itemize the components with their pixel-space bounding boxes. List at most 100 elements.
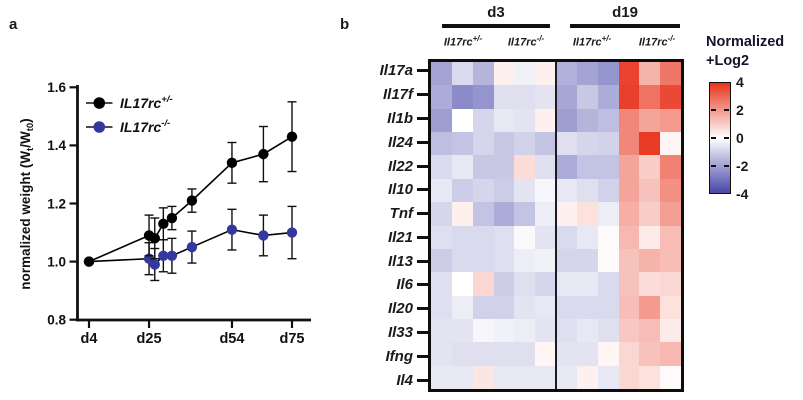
- heatmap-cell: [493, 178, 515, 203]
- heatmap-row-label: Il33: [387, 323, 413, 341]
- heatmap-cell: [597, 178, 619, 203]
- heatmap-row-labels: Il17a Il17f Il1b Il24 Il22 Il10 Tnf Il21 Il13 Il6…: [300, 59, 428, 392]
- heatmap-cell: [493, 108, 515, 133]
- heatmap-cell: [514, 155, 536, 179]
- heatmap-row: Il21: [300, 225, 428, 249]
- heatmap-cell: [472, 248, 494, 273]
- heatmap-cell: [535, 132, 556, 156]
- heatmap-cell: [660, 272, 681, 296]
- row-tick: [417, 69, 428, 73]
- heatmap-cell: [514, 295, 536, 319]
- heatmap-cell: [597, 132, 619, 156]
- heatmap-row: Il24: [300, 130, 428, 154]
- heatmap-row: Il17f: [300, 83, 428, 107]
- heatmap-cell: [576, 272, 598, 296]
- heatmap-cell: [493, 318, 515, 343]
- heatmap-cell: [618, 342, 640, 366]
- heatmap-row-label: Il13: [387, 252, 413, 270]
- heatmap-cell: [514, 85, 536, 109]
- heatmap-cell: [451, 272, 473, 296]
- heatmap-cell: [660, 178, 681, 203]
- heatmap-cell: [639, 295, 661, 319]
- heatmap-cell: [576, 225, 598, 249]
- heatmap-cell: [514, 248, 536, 273]
- y-tick-label: 1.6: [47, 80, 66, 95]
- colorbar-tick: [710, 165, 716, 167]
- heatmap-cell: [535, 155, 556, 179]
- heatmap-row: Il6: [300, 273, 428, 297]
- heatmap-row-label: Il24: [387, 133, 413, 151]
- heatmap-cell: [576, 318, 598, 343]
- heatmap-cell: [472, 62, 494, 86]
- heatmap-cell: [431, 342, 452, 366]
- row-tick: [417, 330, 428, 334]
- heatmap-cell: [576, 342, 598, 366]
- heatmap-cell: [556, 295, 577, 319]
- row-tick: [417, 354, 428, 358]
- heatmap-cell: [660, 342, 681, 366]
- heatmap-cell: [514, 318, 536, 343]
- colorbar-tick-label: 2: [736, 102, 744, 118]
- heatmap-cell: [472, 342, 494, 366]
- heatmap-cell: [493, 272, 515, 296]
- heatmap-cell: [576, 202, 598, 226]
- heatmap-cell: [514, 132, 536, 156]
- heatmap-cell: [556, 85, 577, 109]
- heatmap-row-label: Tnf: [389, 205, 413, 223]
- heatmap-cell: [576, 62, 598, 86]
- heatmap-cell: [431, 248, 452, 273]
- heatmap-cell: [576, 85, 598, 109]
- heatmap-cell: [618, 365, 640, 389]
- heatmap-cell: [660, 248, 681, 273]
- heatmap-cell: [431, 85, 452, 109]
- colorbar-tick: [710, 137, 716, 139]
- heatmap-cell: [472, 365, 494, 389]
- heatmap-cell: [639, 225, 661, 249]
- heatmap-cell: [618, 178, 640, 203]
- heatmap-cell: [451, 248, 473, 273]
- heatmap-cell: [472, 202, 494, 226]
- heatmap-cell: [431, 202, 452, 226]
- heatmap-cell: [493, 62, 515, 86]
- heatmap-cell: [493, 365, 515, 389]
- heatmap-cell: [597, 62, 619, 86]
- heatmap-cell: [431, 295, 452, 319]
- colorbar-tick-label: -2: [736, 158, 749, 174]
- colorbar-tick-label: 0: [736, 130, 744, 146]
- y-tick-label: 1.2: [47, 196, 66, 211]
- heatmap-cell: [535, 85, 556, 109]
- panel-b-label: b: [340, 16, 350, 33]
- heatmap-cell: [597, 342, 619, 366]
- heatmap-row-label: Ifng: [385, 347, 414, 365]
- heatmap-cell: [660, 132, 681, 156]
- heatmap-cell: [514, 272, 536, 296]
- data-point: [149, 233, 160, 244]
- heatmap-cell: [576, 108, 598, 133]
- data-point: [166, 250, 178, 261]
- heatmap-cell: [451, 108, 473, 133]
- heatmap-cell: [431, 108, 452, 133]
- heatmap-cell: [639, 202, 661, 226]
- heatmap-cell: [597, 295, 619, 319]
- heatmap-cell: [535, 178, 556, 203]
- heatmap-cell: [431, 225, 452, 249]
- data-point: [226, 157, 238, 169]
- data-point: [286, 131, 298, 142]
- row-tick: [417, 93, 428, 97]
- heatmap-row-label: Il22: [387, 157, 413, 175]
- heatmap-cell: [472, 295, 494, 319]
- heatmap-cell: [556, 248, 577, 273]
- heatmap-cell: [493, 85, 515, 109]
- heatmap-cell: [472, 225, 494, 249]
- heatmap-row: Il13: [300, 249, 428, 273]
- heatmap-cell: [514, 62, 536, 86]
- data-point: [166, 212, 178, 224]
- heatmap-row-label: Il4: [396, 371, 413, 389]
- heatmap-cell: [472, 85, 494, 109]
- heatmap-cell: [660, 225, 681, 249]
- heatmap-row: Il33: [300, 321, 428, 345]
- heatmap-cell: [576, 295, 598, 319]
- row-tick: [417, 259, 428, 263]
- colorbar-title-line2: +Log2: [706, 53, 750, 69]
